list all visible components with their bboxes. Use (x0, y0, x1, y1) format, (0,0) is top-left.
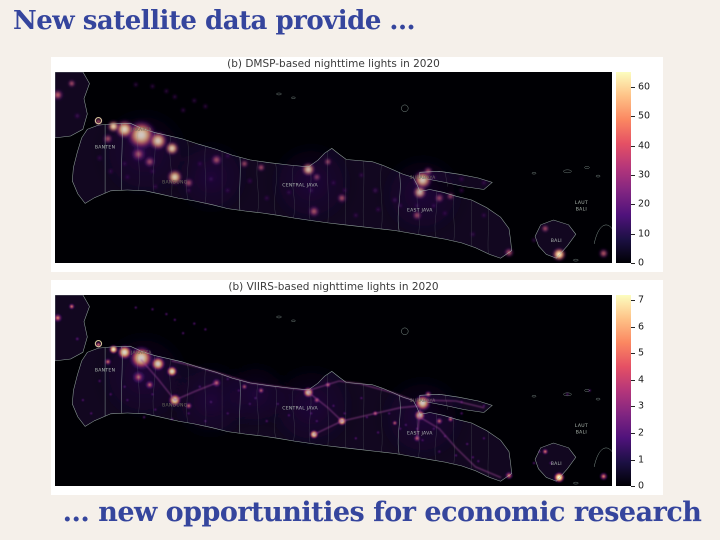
svg-text:LAUT: LAUT (575, 200, 588, 206)
colorbar-tick-mark (631, 379, 635, 381)
colorbar-tick-mark (631, 86, 635, 88)
road-light-network (140, 359, 502, 479)
map-region-labels: BANTEN JAKARTA BANDUNG CENTRAL JAVA EAST JAV… (95, 350, 588, 467)
colorbar-tick-mark (631, 300, 635, 302)
svg-text:JAKARTA: JAKARTA (130, 350, 152, 356)
colorbar-tick-mark (631, 116, 635, 118)
colorbar-tick-label: 4 (638, 374, 645, 386)
svg-text:LAUT: LAUT (575, 423, 588, 429)
svg-text:BALI: BALI (576, 207, 587, 213)
viirs-colorbar (616, 295, 631, 486)
small-islands (276, 315, 612, 485)
colorbar-tick-label: 2 (638, 427, 645, 439)
colorbar-tick-mark (631, 459, 635, 461)
figure-dmsp-title: (b) DMSP-based nighttime lights in 2020 (227, 58, 440, 70)
svg-text:CENTRAL JAVA: CENTRAL JAVA (282, 406, 318, 412)
dmsp-colorbar (616, 72, 631, 263)
colorbar-tick-label: 40 (638, 140, 651, 151)
colorbar-tick-label: 6 (638, 321, 645, 333)
svg-text:BALI: BALI (551, 238, 562, 244)
colorbar-tick-mark (631, 233, 635, 235)
svg-text:BANTEN: BANTEN (95, 367, 115, 373)
map-region-labels: BANTEN JAKARTA BANDUNG CENTRAL JAVA EAST JAV… (95, 127, 588, 244)
colorbar-tick-mark (631, 486, 635, 487)
bright-ring-feature (94, 117, 103, 125)
admin-boundaries (55, 72, 577, 259)
colorbar-tick-mark (631, 174, 635, 176)
svg-text:EAST JAVA: EAST JAVA (407, 430, 433, 436)
admin-boundaries (55, 295, 577, 482)
colorbar-tick-mark (631, 326, 635, 328)
nighttime-lights-layer (55, 303, 609, 484)
colorbar-tick-label: 20 (638, 198, 651, 210)
slide-title: New satellite data provide ... (13, 6, 416, 36)
nighttime-lights-layer (55, 79, 609, 262)
svg-text:SURABAYA: SURABAYA (410, 175, 437, 181)
figure-dmsp: (b) DMSP-based nighttime lights in 2020 … (51, 57, 663, 272)
svg-text:JAKARTA: JAKARTA (130, 127, 152, 133)
colorbar-tick-label: 30 (638, 169, 651, 181)
svg-text:CENTRAL JAVA: CENTRAL JAVA (282, 183, 318, 189)
colorbar-tick-label: 10 (638, 228, 651, 240)
colorbar-tick-mark (631, 432, 635, 434)
svg-text:EAST JAVA: EAST JAVA (407, 207, 433, 213)
svg-text:SURABAYA: SURABAYA (410, 398, 437, 404)
figure-viirs-title: (b) VIIRS-based nighttime lights in 2020 (228, 281, 439, 293)
colorbar-tick-mark (631, 263, 635, 264)
colorbar-tick-mark (631, 145, 635, 147)
svg-text:BANDUNG: BANDUNG (162, 180, 188, 186)
colorbar-tick-mark (631, 406, 635, 408)
colorbar-tick-label: 1 (638, 454, 645, 465)
bright-ring-feature (94, 340, 103, 348)
dmsp-nighttime-lights-map: BANTEN JAKARTA BANDUNG CENTRAL JAVA EAST JAV… (55, 72, 612, 263)
colorbar-tick-label: 60 (638, 81, 651, 93)
figure-viirs: (b) VIIRS-based nighttime lights in 2020… (51, 280, 663, 495)
colorbar-tick-label: 50 (638, 110, 651, 122)
svg-text:BANDUNG: BANDUNG (162, 403, 188, 409)
colorbar-tick-label: 3 (638, 400, 645, 412)
colorbar-tick-mark (631, 204, 635, 206)
svg-text:BALI: BALI (576, 430, 587, 436)
svg-text:BALI: BALI (551, 461, 562, 467)
colorbar-tick-label: 5 (638, 347, 645, 359)
colorbar-tick-label: 0 (638, 480, 645, 492)
small-islands (276, 92, 612, 262)
colorbar-tick-mark (631, 353, 635, 355)
slide-subtitle: ... new opportunities for economic resea… (62, 497, 702, 528)
colorbar-tick-label: 7 (638, 294, 645, 306)
svg-text:BANTEN: BANTEN (95, 144, 115, 150)
colorbar-tick-label: 0 (638, 257, 645, 269)
viirs-nighttime-lights-map: BANTEN JAKARTA BANDUNG CENTRAL JAVA EAST JAV… (55, 295, 612, 486)
